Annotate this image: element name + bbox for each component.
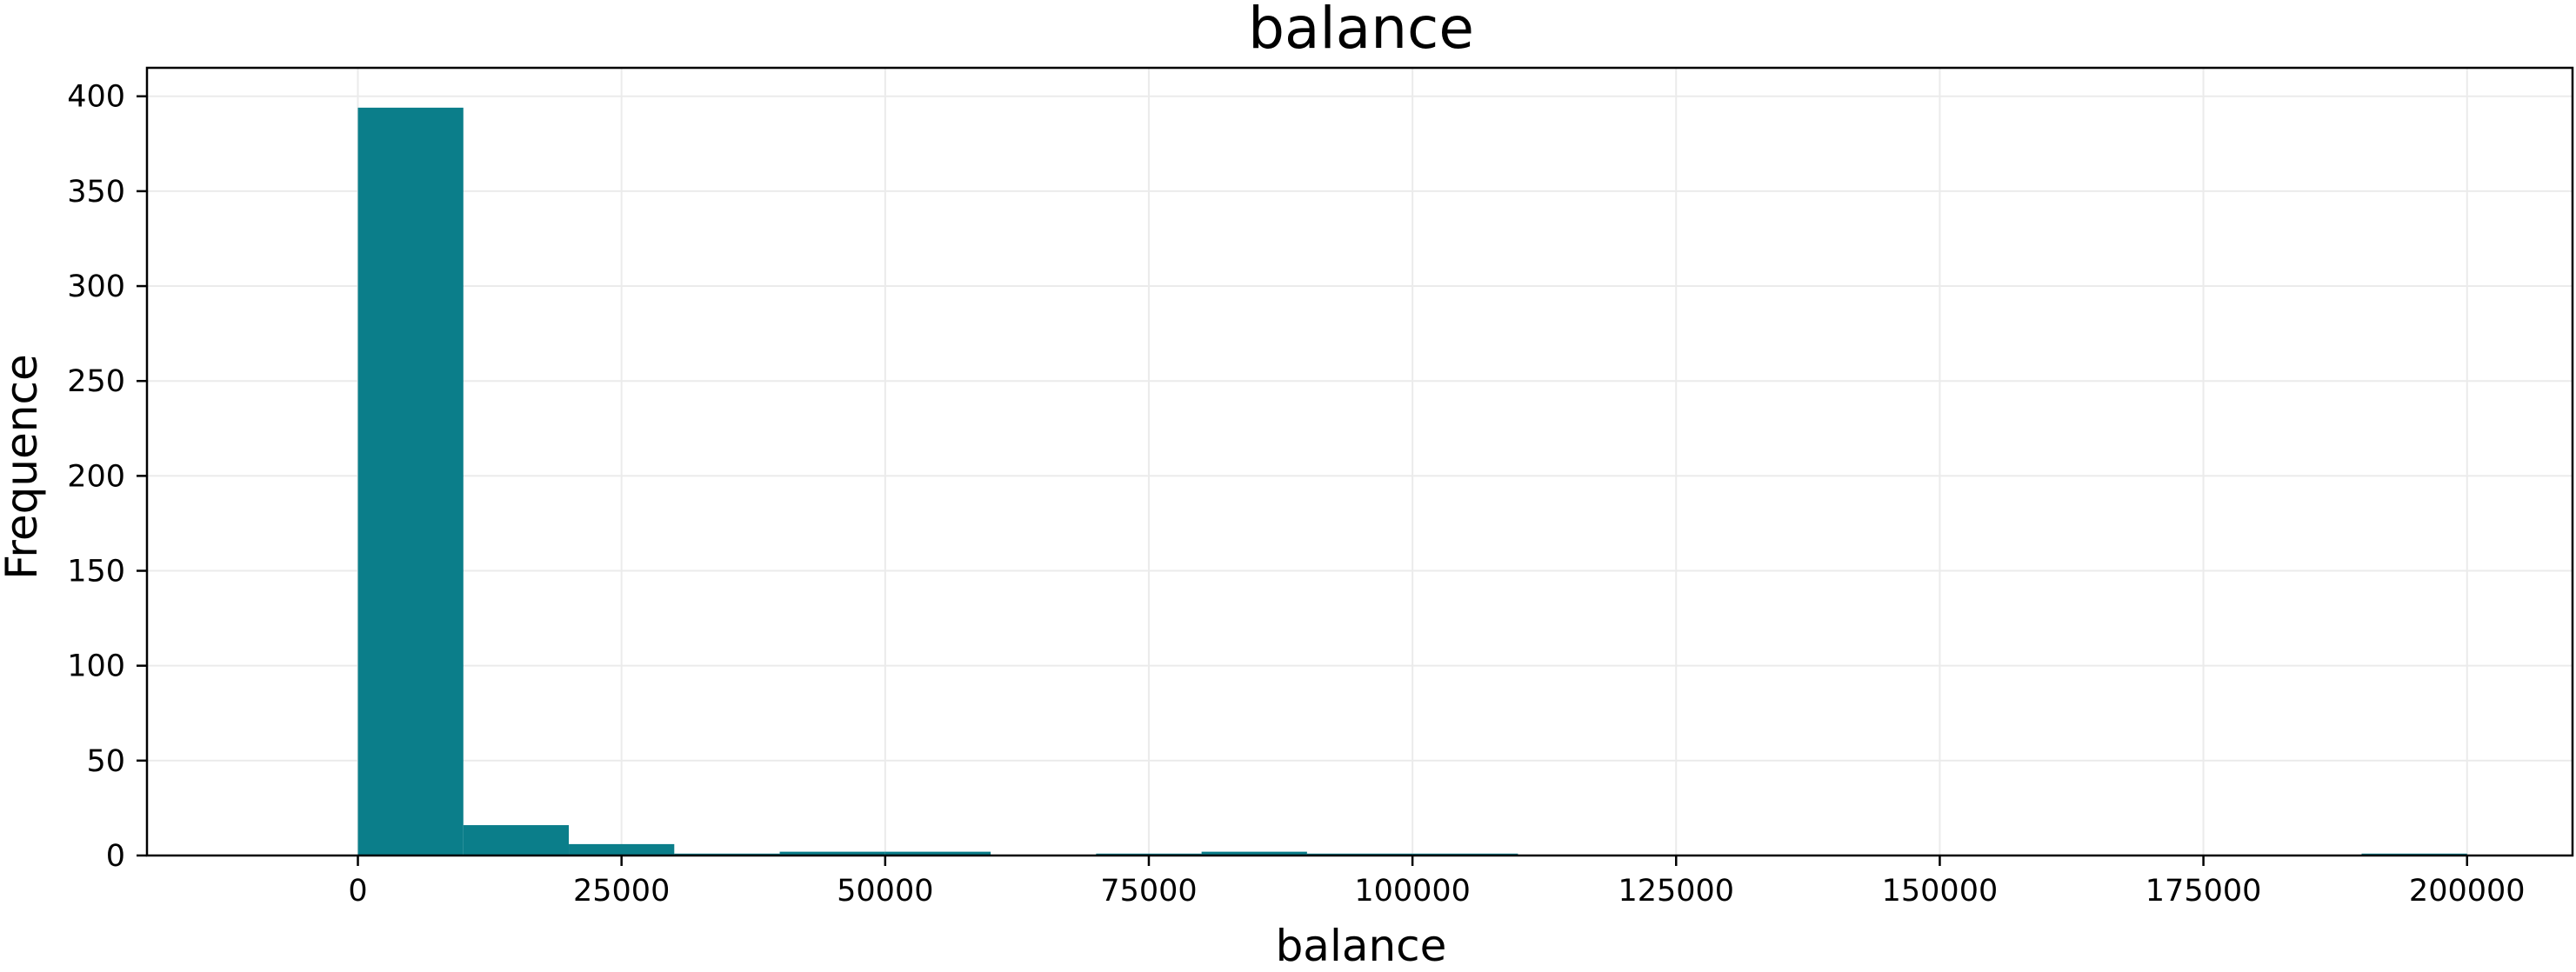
y-tick-label: 300 [67,270,125,304]
histogram-bar [884,851,991,855]
x-axis-label: balance [1276,921,1447,971]
histogram-bar [1201,851,1307,855]
plot-frame [145,66,2574,857]
x-tick-label: 25000 [573,874,670,909]
y-tick-label: 50 [86,744,125,779]
x-tick-label: 125000 [1618,874,1734,909]
y-axis-ticks: 0 50 100 150 200 250 300 350 400 [67,80,147,874]
x-tick-label: 150000 [1882,874,1999,909]
y-tick-label: 200 [67,459,125,494]
y-axis-label: Frequence [0,354,47,579]
histogram-bar [779,851,885,855]
histogram-bar [569,843,675,855]
histogram-bar [463,825,570,855]
x-tick-label: 175000 [2146,874,2262,909]
chart-title: balance [1248,0,1474,62]
y-tick-label: 350 [67,175,125,210]
x-tick-label: 200000 [2409,874,2526,909]
y-tick-label: 400 [67,80,125,115]
histogram-bar [357,107,464,856]
x-tick-label: 75000 [1100,874,1197,909]
y-tick-label: 0 [106,839,125,874]
histogram-bars [357,107,2467,856]
y-tick-label: 100 [67,649,125,684]
x-tick-label: 100000 [1354,874,1471,909]
x-tick-label: 50000 [837,874,933,909]
x-axis-ticks: 0 25000 50000 75000 100000 125000 150000 175000… [348,855,2526,909]
x-tick-label: 0 [348,874,367,909]
grid-lines [147,68,2573,856]
y-tick-label: 250 [67,364,125,399]
y-tick-label: 150 [67,555,125,589]
